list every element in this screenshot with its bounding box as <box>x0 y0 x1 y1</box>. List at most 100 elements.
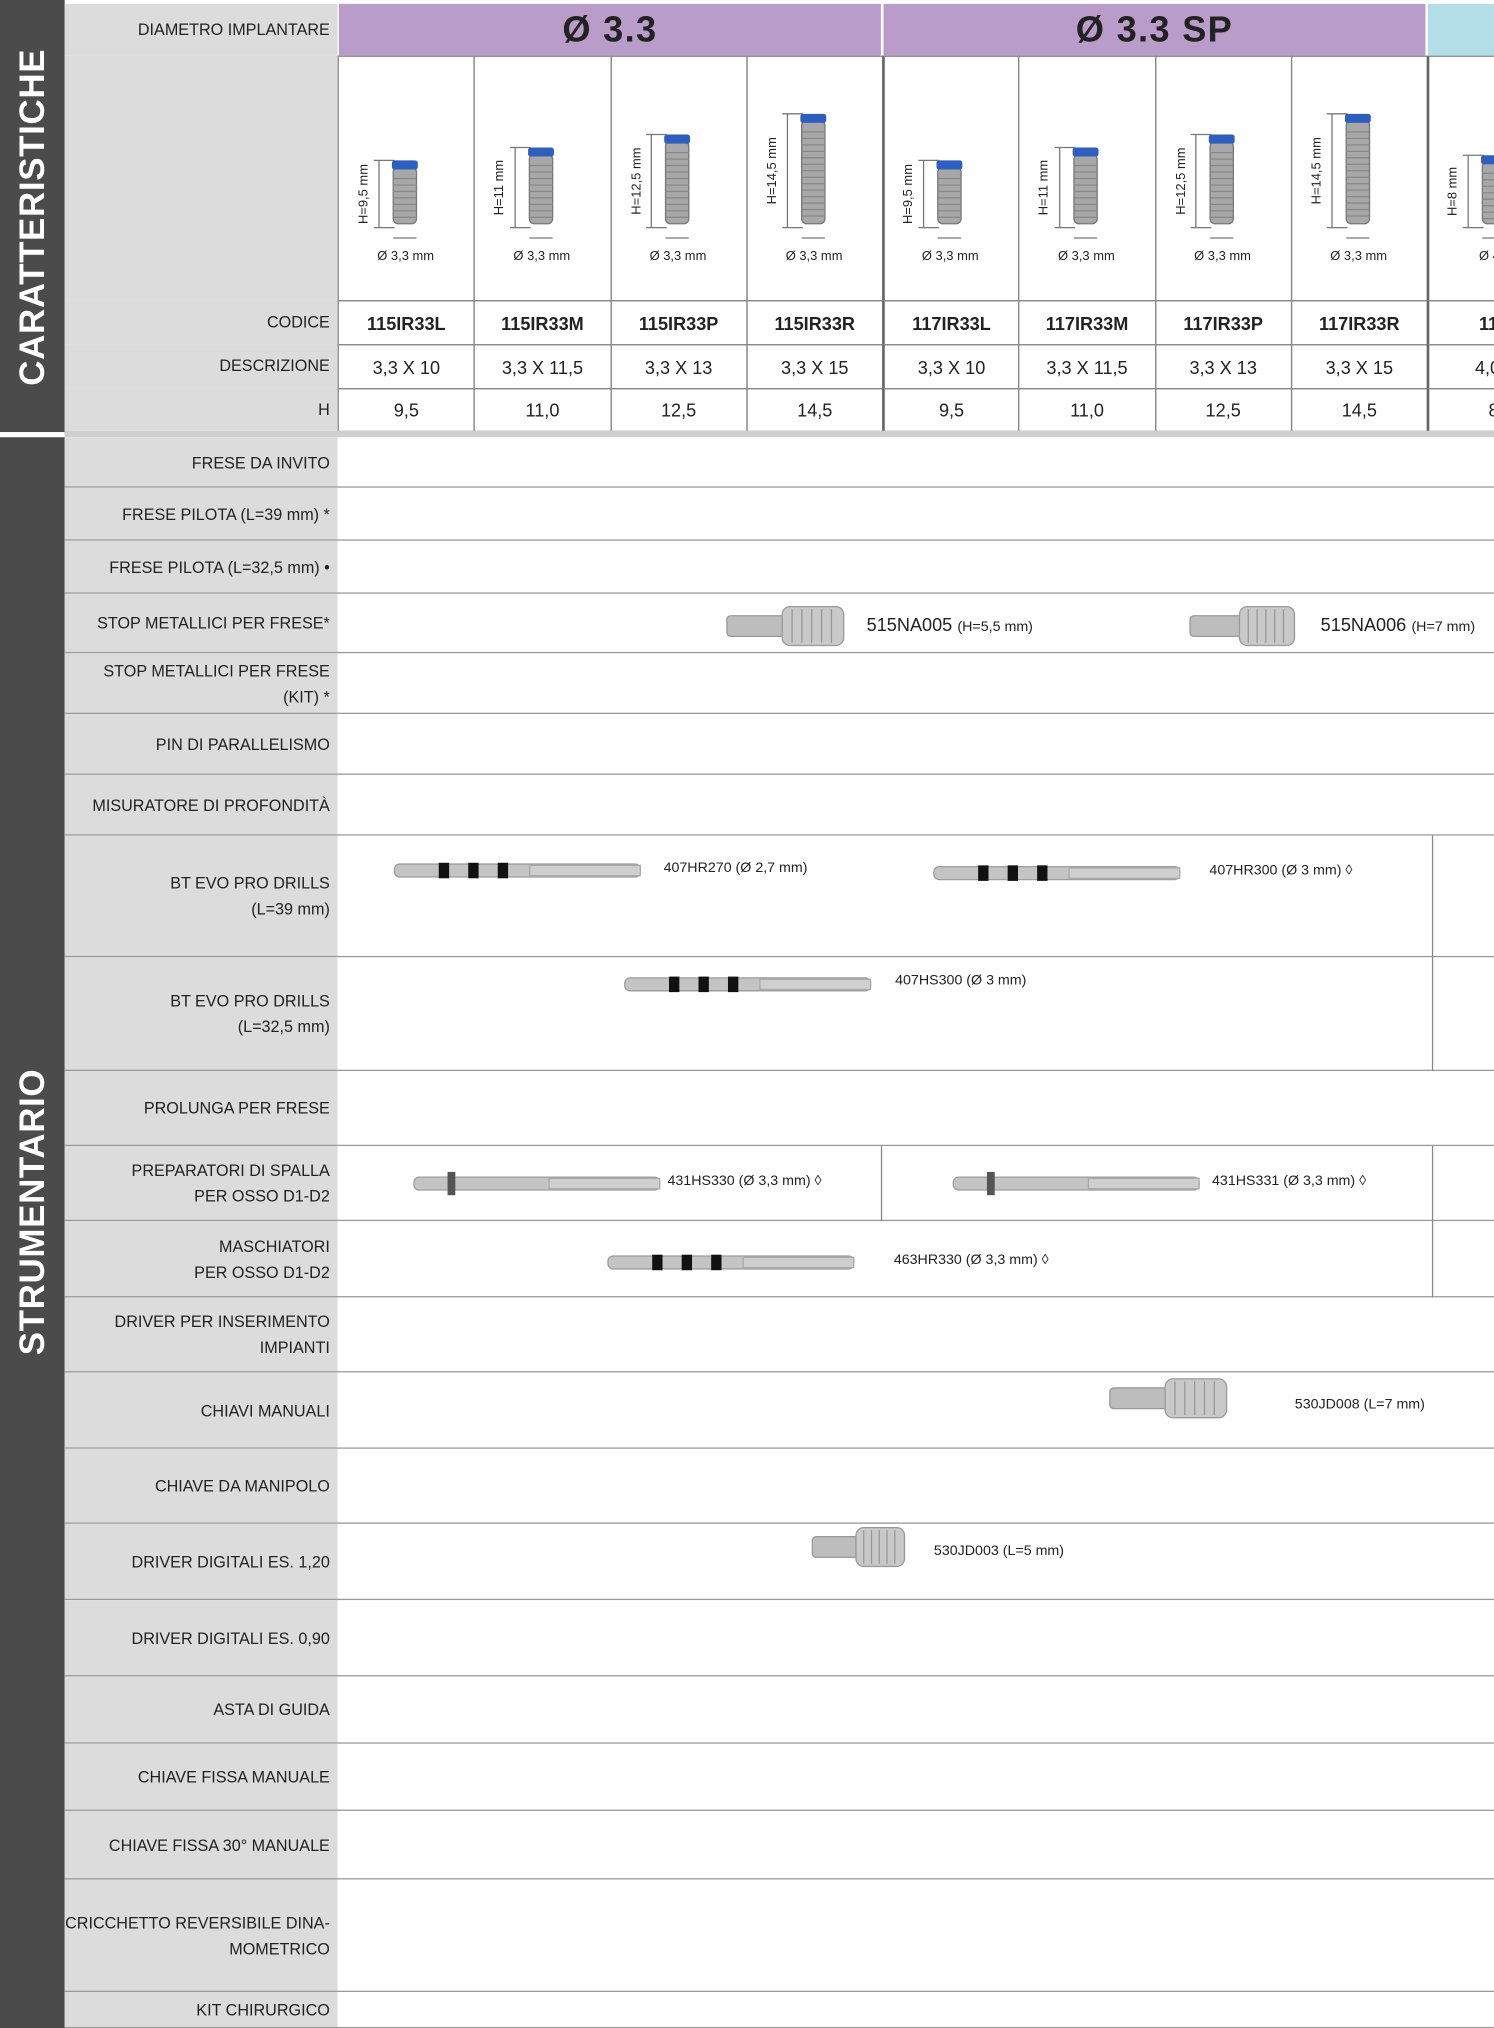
tool-shaft <box>529 864 641 877</box>
label-text: (L=39 mm) <box>251 900 330 919</box>
label-text: CRICCHETTO REVERSIBILE DINA- <box>65 1913 330 1932</box>
label-text: KIT CHIRURGICO <box>196 2001 330 2020</box>
tool-band <box>986 1171 995 1196</box>
col-divider <box>1431 1146 1434 1298</box>
tool-band <box>681 1254 693 1271</box>
instrument-label: MASCHIATORI PER OSSO D1-D2 <box>64 1221 338 1298</box>
label-text: PER OSSO D1-D2 <box>194 1187 330 1206</box>
label-text: PER OSSO D1-D2 <box>194 1263 330 1282</box>
implant-collar <box>391 160 418 170</box>
tool-band <box>652 1254 663 1271</box>
label-text: DRIVER PER INSERIMENTO <box>114 1312 330 1332</box>
tool-shank <box>1189 615 1246 638</box>
implant-collar <box>528 147 554 157</box>
instrument-label: CHIAVE FISSA 30° MANUALE <box>64 1810 338 1880</box>
row-line <box>64 834 1494 836</box>
label-text: CHIAVE FISSA MANUALE <box>137 1768 330 1787</box>
implant-diameter: Ø 3,3 mm <box>1057 249 1115 264</box>
label-text: BT EVO PRO DRILLS <box>170 874 330 893</box>
image-label <box>64 55 338 301</box>
label-text: FRESE PILOTA (L=39 mm) * <box>122 505 330 524</box>
code-text: 515NA006 <box>1320 614 1407 636</box>
code-text: 407HR300 (Ø 3 mm) ◊ <box>1209 862 1353 879</box>
row-line <box>64 1144 1494 1147</box>
tool-shank <box>1109 1387 1172 1410</box>
label-text: BT EVO PRO DRILLS <box>170 992 330 1011</box>
code-text: 407HR270 (Ø 2,7 mm) <box>663 860 808 876</box>
implant-body <box>937 166 962 225</box>
label-text: ASTA DI GUIDA <box>213 1700 330 1720</box>
instrument-label: BT EVO PRO DRILLS (L=39 mm) <box>64 835 338 958</box>
implant-diameter: Ø 3,3 mm <box>921 249 979 264</box>
tool-shaft <box>742 1256 855 1269</box>
sidebar <box>0 0 65 2028</box>
tool-code: 407HS300 (Ø 3 mm) <box>895 973 1026 996</box>
label-text: DESCRIZIONE <box>219 357 330 376</box>
tool-band <box>438 862 450 879</box>
instrument-label: PREPARATORI DI SPALLA PER OSSO D1-D2 <box>64 1146 338 1222</box>
row-line <box>64 1675 1494 1677</box>
row-line <box>64 712 1494 715</box>
tool-shank <box>811 1536 862 1559</box>
row-line <box>64 1878 1494 1880</box>
group-header: Ø 3.3 <box>338 3 881 56</box>
row-line <box>64 1598 1494 1601</box>
label-text: MOMETRICO <box>229 1939 330 1958</box>
implant-collar <box>1344 113 1371 123</box>
row-line <box>64 592 1494 594</box>
tool-band <box>727 976 739 993</box>
tool-code: 407HR300 (Ø 3 mm) ◊ <box>1209 863 1352 886</box>
implant-collar <box>1072 147 1099 157</box>
code-text: 431HS330 (Ø 3,3 mm) ◊ <box>667 1173 822 1189</box>
tool-shaft <box>1068 867 1181 879</box>
instrument-label: STOP METALLICI PER FRESE* <box>64 593 338 654</box>
implant-diameter: Ø 3,3 mm <box>649 249 707 264</box>
section-gap <box>64 430 1494 438</box>
code-text: 431HS331 (Ø 3,3 mm) ◊ <box>1212 1173 1367 1189</box>
tool-band <box>1007 865 1018 881</box>
code-text: 407HS300 (Ø 3 mm) <box>895 972 1027 989</box>
implant-body <box>801 119 826 225</box>
tool-code: 431HS330 (Ø 3,3 mm) ◊ <box>667 1173 821 1196</box>
code-text: 530JD003 (L=5 mm) <box>933 1543 1065 1559</box>
instrument-label: FRESE PILOTA (L=39 mm) * <box>64 487 338 541</box>
row-line <box>64 539 1494 541</box>
tool-band <box>698 976 709 993</box>
col-divider <box>880 1146 883 1222</box>
row-line <box>64 1990 1494 1993</box>
label-text: CHIAVE FISSA 30° MANUALE <box>108 1836 330 1855</box>
tool-shaft <box>1087 1177 1200 1190</box>
label-text: (KIT) * <box>283 687 330 706</box>
row-line <box>64 1371 1494 1373</box>
implant-diameter: Ø 4,0 <box>1478 249 1494 264</box>
instrument-label: KIT CHIRURGICO <box>64 1992 338 2028</box>
tool-code: 530JD008 (L=7 mm) <box>1295 1397 1425 1420</box>
tool-code: 407HR270 (Ø 2,7 mm) <box>664 860 808 883</box>
tool-shaft <box>548 1177 661 1190</box>
code-text: 515NA005 <box>866 614 953 636</box>
implant-diameter: Ø 3,3 mm <box>785 249 843 264</box>
label-text: DRIVER DIGITALI ES. 1,20 <box>131 1552 330 1571</box>
spec-label: H <box>64 388 338 431</box>
code-text: 530JD008 (L=7 mm) <box>1294 1396 1425 1413</box>
label-text: H <box>318 400 330 419</box>
implant-diameter: Ø 3,3 mm <box>513 249 571 264</box>
instrument-label: PROLUNGA PER FRESE <box>64 1071 338 1147</box>
label-text: FRESE DA INVITO <box>191 453 330 472</box>
tool-code: 530JD003 (L=5 mm) <box>934 1543 1064 1566</box>
implant-collar <box>1208 134 1235 144</box>
label-text: STOP METALLICI PER FRESE <box>103 661 330 680</box>
label-text: PREPARATORI DI SPALLA <box>131 1161 330 1180</box>
implant-diameter: Ø 3,3 mm <box>377 249 435 264</box>
tool-band <box>711 1254 722 1271</box>
tool-band <box>497 862 509 879</box>
label-text: PROLUNGA PER FRESE <box>143 1099 330 1118</box>
code-note: (H=5,5 mm) <box>957 619 1033 636</box>
label-text: (L=32,5 mm) <box>237 1017 330 1037</box>
label-text: DIAMETRO IMPLANTARE <box>137 20 330 39</box>
row-line <box>64 651 1494 654</box>
tool-shank <box>726 615 790 638</box>
